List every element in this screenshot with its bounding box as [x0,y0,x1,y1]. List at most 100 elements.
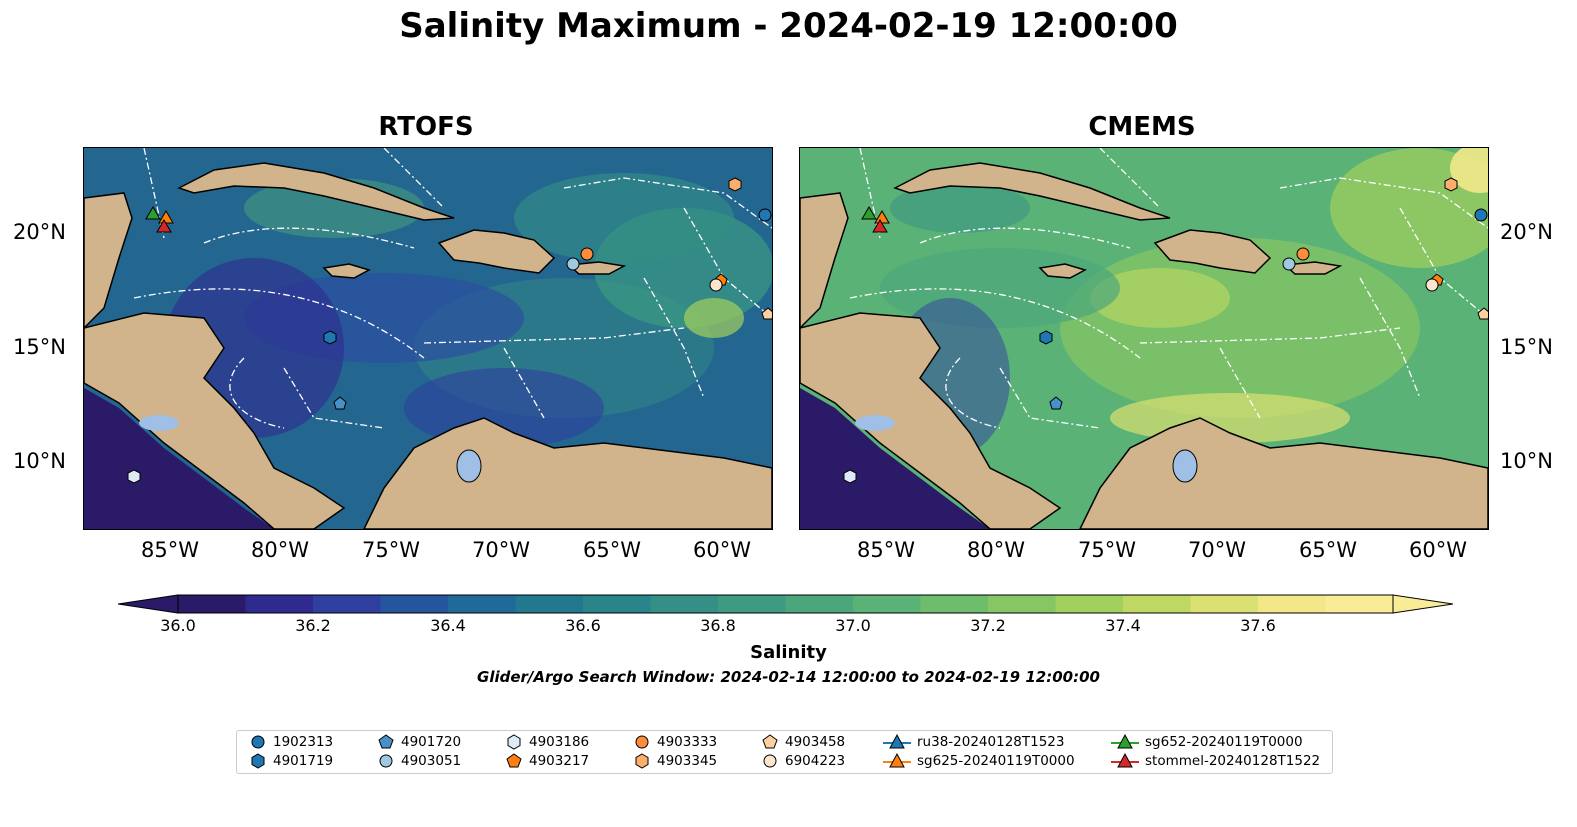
legend-item: 1902313 [249,733,333,751]
legend-marker-icon [883,752,911,768]
cuba-land [893,162,1171,221]
colorbar-extend-high [1392,594,1454,614]
lon-label-85w-left: 85°W [141,538,199,562]
colorbar-segment [785,595,854,613]
colorbar-segment [1325,595,1394,613]
colorbar-segment [380,595,449,613]
lon-label-60w-left: 60°W [693,538,751,562]
legend-marker-icon [1111,752,1139,768]
lat-label-20-left: 20°N [13,220,66,244]
legend-marker-icon [635,753,649,769]
marker-4903333 [580,247,594,261]
legend-label: ru38-20240128T1523 [917,734,1065,750]
legend-label: 4903217 [529,753,590,769]
legend-item: 4903186 [505,733,589,751]
colorbar-segment [853,595,921,613]
colorbar-segment [988,595,1056,613]
map-rtofs[interactable] [83,147,773,530]
jamaica-land [322,263,371,279]
puerto-rico-land [567,261,627,275]
marker-1902313 [758,208,772,222]
legend-marker-icon [635,735,649,749]
marker-4903186 [127,469,141,484]
hispaniola-land [437,229,556,274]
legend-label: stommel-20240128T1522 [1145,753,1321,769]
colorbar-segment [245,595,314,613]
marker-sg652 [861,206,877,220]
lake-maracaibo [456,449,482,483]
colorbar-segment [718,595,786,613]
yucatan-land [84,192,133,330]
colorbar-extend-low [117,594,179,614]
marker-4903333 [1296,247,1310,261]
colorbar-tick-label: 37.0 [835,616,871,635]
colorbar-segment [313,595,381,613]
legend-label: 4903051 [401,753,462,769]
legend-item: 4901720 [377,733,461,751]
south-america-land [1079,417,1488,529]
colorbar-segment [650,595,719,613]
lon-label-60w-right: 60°W [1409,538,1467,562]
colorbar-segment [448,595,516,613]
legend-marker-icon [251,735,265,749]
colorbar-tick-label: 36.2 [295,616,331,635]
lon-label-80w-left: 80°W [251,538,309,562]
legend-item: sg652-20240119T0000 [1111,733,1303,751]
lat-label-10-right: 10°N [1500,449,1553,473]
legend-marker-icon [379,754,393,768]
lake-maracaibo [1172,449,1198,483]
colorbar-segment [1055,595,1124,613]
legend-item: stommel-20240128T1522 [1111,752,1320,770]
jamaica-land [1038,263,1087,279]
legend-item: 4903217 [505,752,589,770]
marker-4901720 [1049,396,1063,410]
lake-nicaragua [855,415,895,431]
colorbar-tick-label: 36.4 [430,616,466,635]
colorbar-segment [515,595,584,613]
map-cmems-svg [800,148,1488,529]
lon-label-80w-right: 80°W [967,538,1025,562]
marker-6904223 [709,278,723,292]
colorbar-tick-label: 36.6 [565,616,601,635]
colorbar-segment [1190,595,1259,613]
map-cmems[interactable] [799,147,1489,530]
colorbar-segment [1123,595,1191,613]
legend-marker-icon [506,753,522,768]
colorbar-frame [177,594,1394,614]
lake-nicaragua [139,415,179,431]
pacific-ocean [84,388,274,529]
marker-4901720 [333,396,347,410]
marker-6904223 [1425,278,1439,292]
colorbar-tick-label: 36.8 [700,616,736,635]
marker-4903345 [1444,177,1458,192]
legend-marker-icon [763,754,777,768]
legend-marker-icon [762,734,778,749]
colorbar-tick-label: 37.4 [1105,616,1141,635]
legend-item: 6904223 [761,752,845,770]
lat-label-15-left: 15°N [13,335,66,359]
colorbar-segment [583,595,651,613]
marker-4901719 [323,330,337,345]
legend-label: 4903458 [785,734,846,750]
legend-item: 4903458 [761,733,845,751]
marker-stommel [156,219,172,233]
map-rtofs-svg [84,148,772,529]
legend-marker-icon [507,734,521,750]
legend-item: 4903333 [633,733,717,751]
cuba-land [177,162,455,221]
colorbar-svg [117,594,1454,614]
marker-4903458 [1477,307,1488,320]
marker-4903458 [761,307,772,320]
legend-label: 1902313 [273,734,334,750]
legend-label: 4903345 [657,753,718,769]
legend-marker-icon [251,753,265,769]
lon-label-85w-right: 85°W [857,538,915,562]
central-america-land [800,312,1062,529]
legend-item: sg625-20240119T0000 [883,752,1075,770]
marker-stommel [872,219,888,233]
lon-label-75w-left: 75°W [362,538,420,562]
lon-label-75w-right: 75°W [1078,538,1136,562]
colorbar-tick-label: 36.0 [160,616,196,635]
marker-4903186 [843,469,857,484]
colorbar-segment [178,595,246,613]
